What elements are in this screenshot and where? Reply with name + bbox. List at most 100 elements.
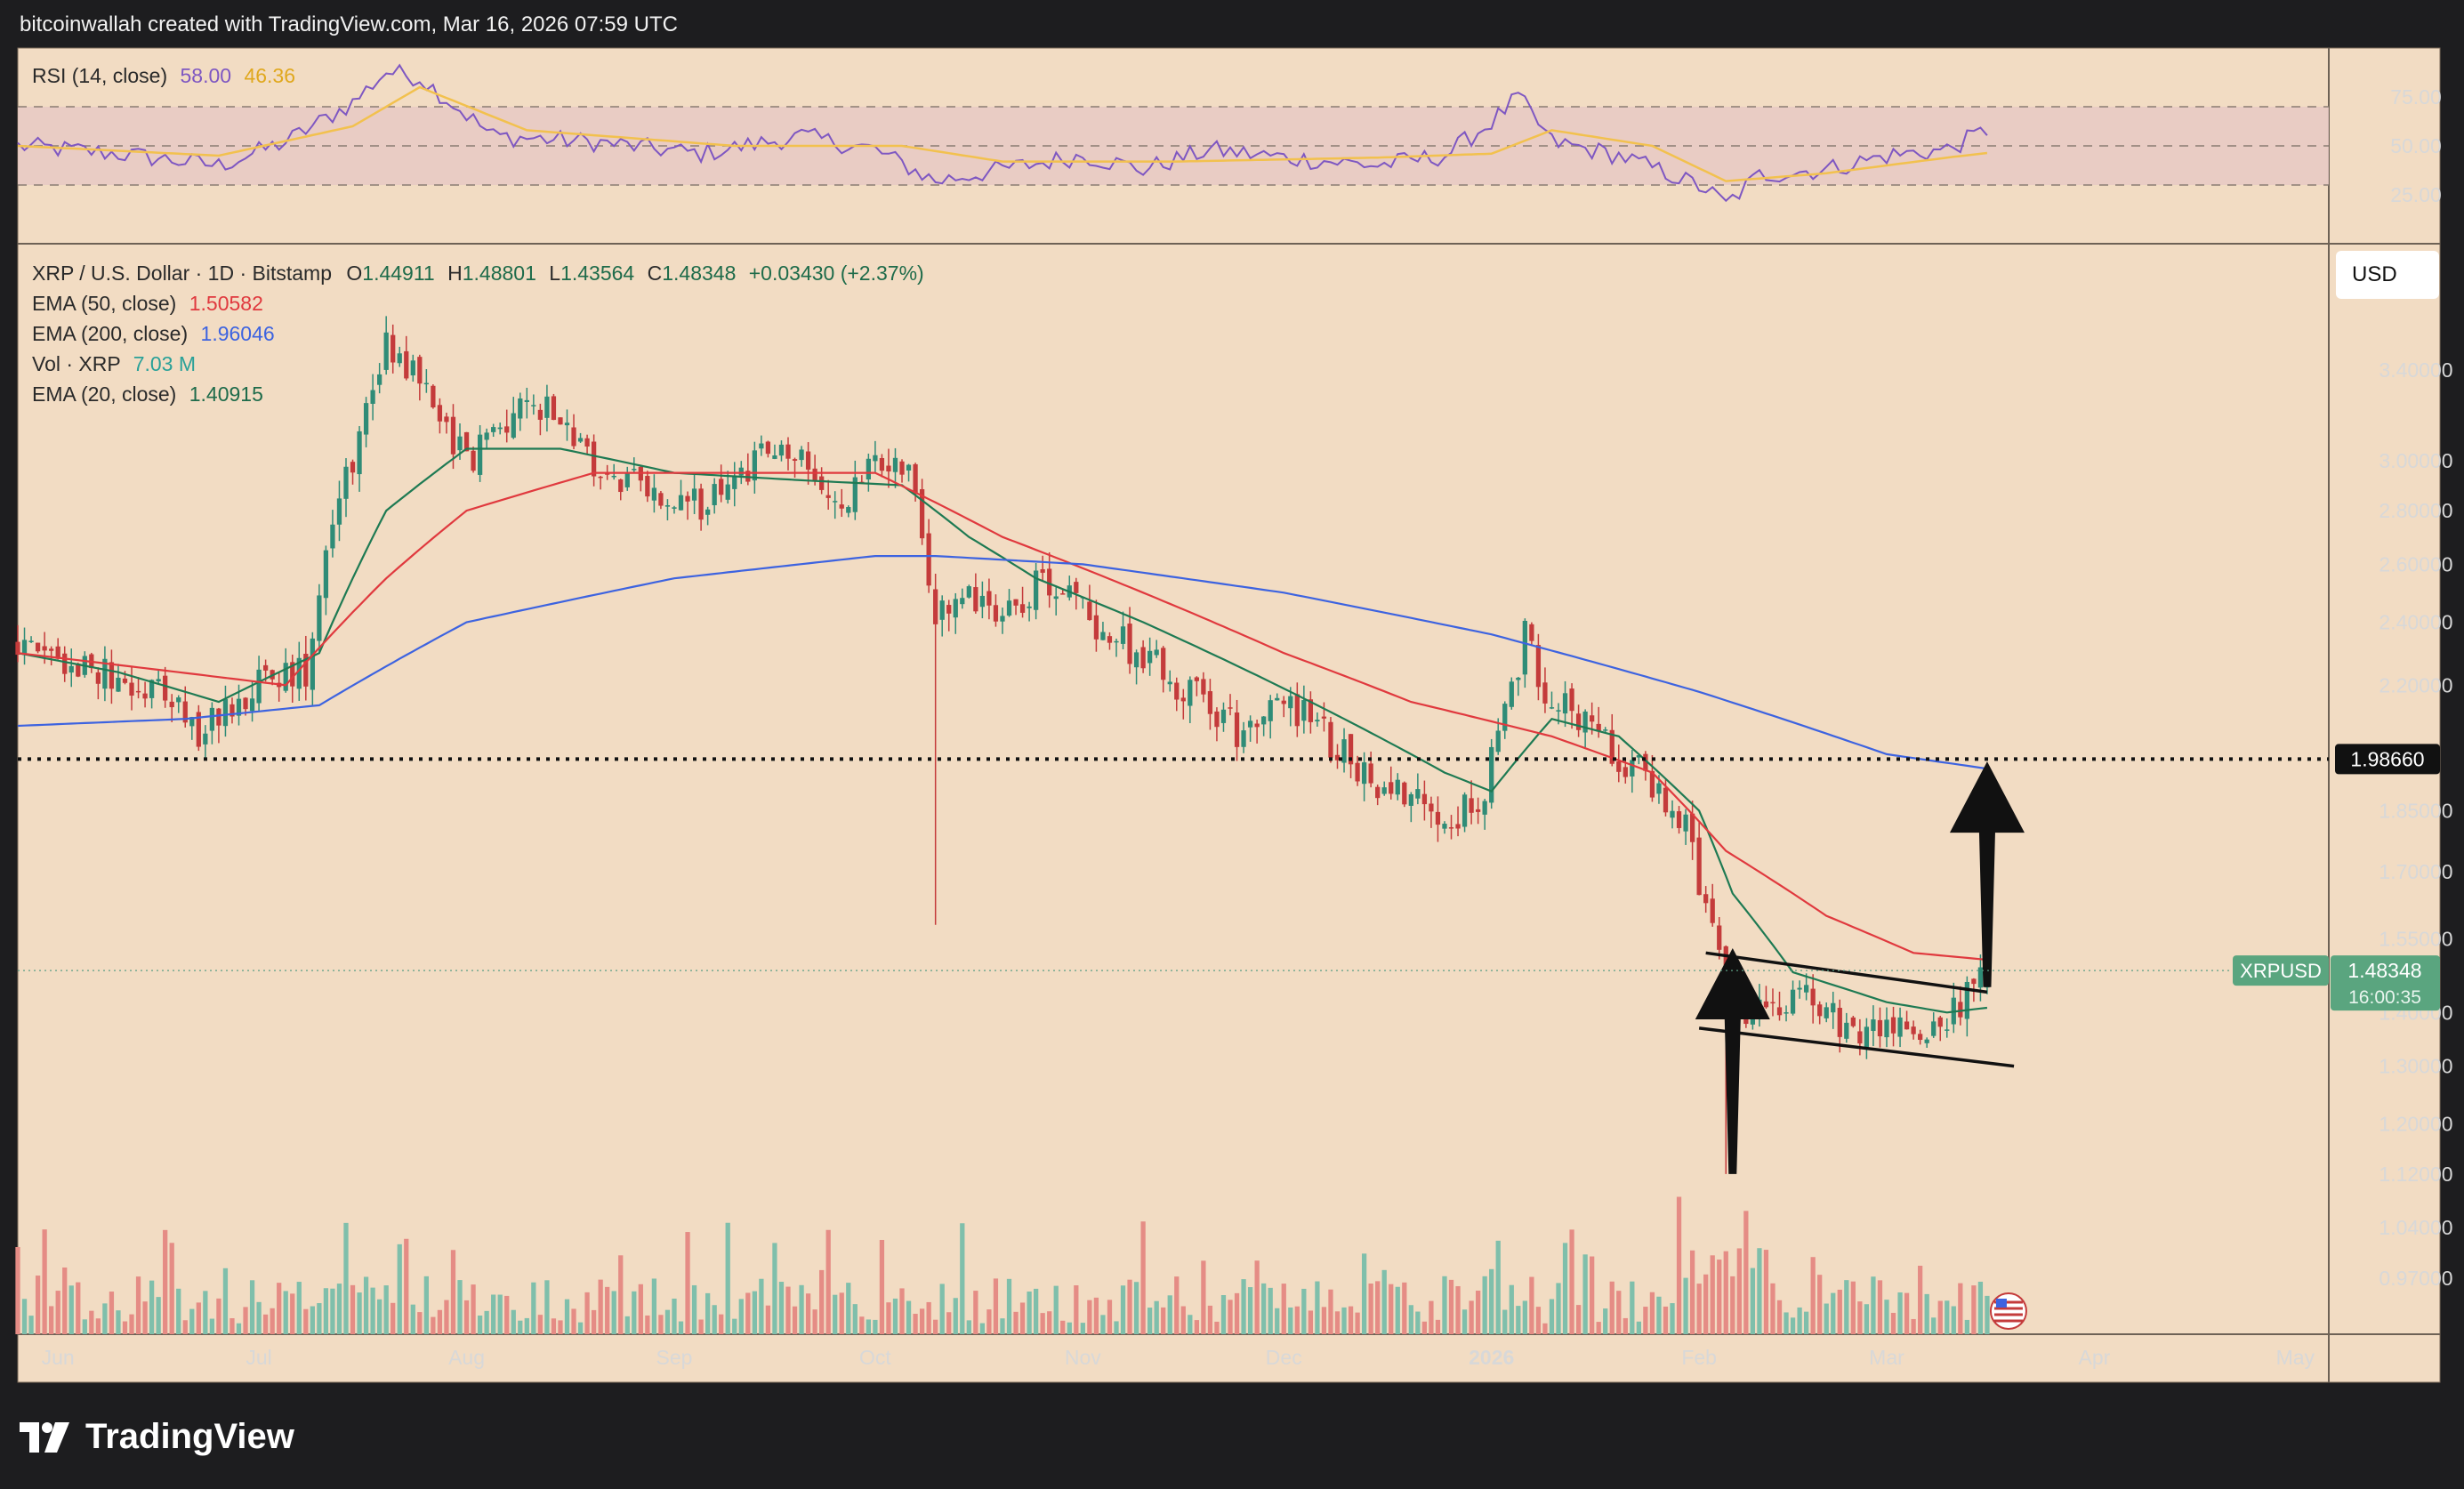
price-tick-label: 1.04000 (2379, 1216, 2452, 1239)
candle-body (310, 638, 315, 690)
volume-bar (913, 1314, 918, 1334)
volume-bar (638, 1284, 643, 1334)
candle-body (1636, 755, 1642, 758)
candle-body (1147, 650, 1153, 664)
candle-body (1924, 1039, 1929, 1043)
rsi-tick-label: 75.00 (2390, 85, 2442, 109)
candle-body (1040, 568, 1045, 573)
volume-bar (537, 1315, 544, 1334)
candle-body (632, 469, 637, 471)
volume-bar (1220, 1295, 1227, 1334)
candle-body (1461, 794, 1468, 827)
volume-bar (873, 1319, 878, 1334)
volume-bar (524, 1317, 529, 1334)
candle-body (1837, 1008, 1842, 1037)
candle-body (725, 484, 730, 500)
volume-bar (1489, 1268, 1494, 1334)
candle-body (1890, 1017, 1896, 1034)
ema50-legend[interactable]: EMA (50, close) 1.50582 (32, 292, 263, 316)
candle-body (1784, 1012, 1789, 1014)
volume-bar (1971, 1285, 1977, 1334)
volume-bar (1797, 1307, 1802, 1334)
volume-bar (1214, 1321, 1220, 1334)
time-tick-label: 2026 (1469, 1346, 1514, 1369)
volume-bar (859, 1316, 865, 1334)
volume-bar (28, 1316, 34, 1334)
candle-body (135, 690, 141, 693)
candle-body (1971, 978, 1977, 985)
volume-bar (1207, 1305, 1213, 1334)
rsi-legend: RSI (14, close) 58.00 46.36 (32, 64, 295, 88)
candle-body (698, 488, 704, 520)
candle-body (169, 701, 174, 708)
rsi-value: 58.00 (180, 64, 232, 87)
candle-body (1395, 779, 1400, 795)
volume-bar (1455, 1285, 1461, 1334)
candle-body (1603, 729, 1608, 731)
volume-bar (866, 1319, 872, 1334)
volume-bar (1060, 1320, 1066, 1334)
axes: 3.40000 3.00000 2.80000 2.60000 2.40000 2.200… (42, 358, 2453, 1369)
candle-body (1000, 616, 1005, 622)
candle-body (1174, 682, 1180, 700)
volume-bar (222, 1268, 229, 1334)
volume-bar (377, 1299, 382, 1334)
resistance-price-label: 1.98660 (2350, 747, 2424, 770)
candle-body (618, 479, 624, 493)
candle-body (182, 701, 188, 723)
chart-panel[interactable] (18, 48, 2440, 1382)
volume-bar (229, 1317, 235, 1334)
candle-body (1047, 568, 1052, 596)
candle-body (444, 416, 449, 423)
currency-button[interactable]: USD (2336, 251, 2439, 299)
volume-bar (15, 1247, 20, 1334)
volume-bar (236, 1323, 242, 1334)
candle-body (471, 450, 476, 471)
volume-bar (1616, 1291, 1622, 1334)
volume-bar (463, 1300, 470, 1334)
ema200-legend[interactable]: EMA (200, close) 1.96046 (32, 322, 275, 346)
volume-bar (591, 1309, 597, 1334)
candle-body (1529, 624, 1534, 641)
volume-bar (879, 1239, 885, 1334)
volume-bar (839, 1292, 844, 1334)
candle-body (1575, 713, 1582, 730)
candle-body (1824, 1007, 1829, 1018)
candle-body (1643, 753, 1648, 771)
candle-body (1609, 729, 1614, 764)
volume-bar (705, 1292, 711, 1334)
symbol-title[interactable]: XRP / U.S. Dollar · 1D · Bitstamp (32, 262, 332, 285)
volume-bar (678, 1321, 684, 1334)
candle-body (222, 698, 229, 727)
volume-bar (249, 1280, 255, 1334)
candle-body (812, 468, 817, 481)
candle-body (1127, 624, 1132, 664)
candle-body (1315, 720, 1320, 722)
volume-bar (1529, 1276, 1534, 1334)
candle-body (664, 505, 671, 507)
volume-bar (1087, 1300, 1092, 1334)
volume-bar (76, 1282, 81, 1334)
ema20-legend[interactable]: EMA (20, close) 1.40915 (32, 382, 263, 406)
volume-bar (1924, 1293, 1929, 1334)
volume-bar (457, 1280, 463, 1334)
candle-body (1958, 1002, 1963, 1018)
candle-body (497, 427, 503, 430)
up-arrow (1949, 761, 2025, 987)
volume-bar (1154, 1300, 1159, 1334)
tradingview-logo[interactable]: TradingView (20, 1417, 294, 1457)
volume-legend[interactable]: Vol · XRP 7.03 M (32, 352, 196, 376)
volume-bar (1857, 1301, 1863, 1334)
candle-body (1188, 680, 1193, 706)
candle-body (564, 423, 570, 426)
candle-body (1945, 1029, 1950, 1031)
candle-body (363, 403, 369, 435)
candle-body (1904, 1021, 1910, 1030)
candle-body (1630, 760, 1635, 777)
candle-body (437, 405, 443, 422)
volume-bar (558, 1320, 563, 1334)
candle-body (979, 595, 986, 608)
volume-bar (1027, 1292, 1032, 1334)
price-tick-label: 1.12000 (2379, 1163, 2452, 1186)
